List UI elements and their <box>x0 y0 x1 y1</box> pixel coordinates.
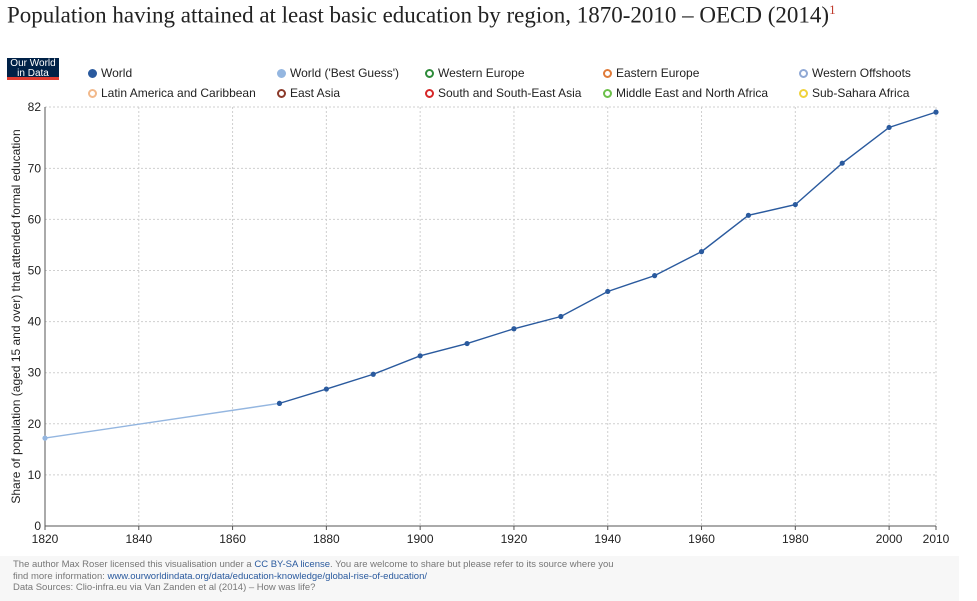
legend-label: East Asia <box>290 86 341 100</box>
data-point <box>792 201 798 208</box>
data-point <box>745 212 752 218</box>
owid-logo[interactable]: Our World in Data <box>7 58 59 80</box>
y-tick-label: 0 <box>34 519 41 533</box>
x-tick-label: 2000 <box>876 532 903 546</box>
legend-marker-icon <box>277 88 286 98</box>
footer: The author Max Roser licensed this visua… <box>0 556 959 601</box>
legend-item-middle-east-and-north-africa[interactable]: Middle East and North Africa <box>603 86 768 100</box>
legend-marker-icon <box>799 88 808 98</box>
legend-item-sub-sahara-africa[interactable]: Sub-Sahara Africa <box>799 86 909 100</box>
legend-label: World ('Best Guess') <box>290 66 400 80</box>
data-point <box>511 326 517 332</box>
license-link[interactable]: CC BY-SA license <box>254 559 331 570</box>
legend-marker-icon <box>277 68 286 78</box>
y-tick-label: 60 <box>28 212 42 226</box>
data-point <box>839 160 845 166</box>
logo-line-2: in Data <box>17 68 49 79</box>
page-title: Population having attained at least basi… <box>7 2 836 29</box>
legend-marker-icon <box>603 88 612 98</box>
x-tick-label: 1980 <box>782 532 809 546</box>
legend-label: Eastern Europe <box>616 66 700 80</box>
series-line <box>44 402 280 439</box>
legend-marker-icon <box>88 68 97 78</box>
legend-item-south-and-south-east-asia[interactable]: South and South-East Asia <box>425 86 581 100</box>
data-point <box>652 273 658 279</box>
legend-item-eastern-europe[interactable]: Eastern Europe <box>603 66 699 80</box>
y-tick-label: 30 <box>28 366 42 380</box>
legend-label: Western Offshoots <box>812 66 911 80</box>
line-chart: 1820 1840 1860 1880 1900 1920 1940 1960 1980 2000… <box>9 100 950 546</box>
y-tick-label: 82 <box>28 100 42 114</box>
x-tick-label: 1820 <box>32 532 59 546</box>
source-text: find more information: <box>13 571 108 582</box>
source-link[interactable]: www.ourworldindata.org/data/education-kn… <box>107 571 428 582</box>
legend-item-world-best-guess[interactable]: World ('Best Guess') <box>277 66 399 80</box>
legend-label: South and South-East Asia <box>438 86 582 100</box>
data-point <box>558 313 564 320</box>
data-sources-line: Data Sources: Clio-infra.eu via Van Zand… <box>13 582 316 593</box>
data-point <box>370 371 376 377</box>
legend-marker-icon <box>425 68 434 78</box>
x-tick-label: 1920 <box>501 532 528 546</box>
data-point <box>933 109 939 115</box>
data-point <box>886 124 892 131</box>
data-point <box>276 400 283 406</box>
legend-label: Middle East and North Africa <box>616 86 769 100</box>
title-text: Population having attained at least basi… <box>7 2 830 28</box>
data-point <box>698 249 705 255</box>
data-point <box>323 386 329 392</box>
license-text-a: The author Max Roser licensed this visua… <box>13 559 255 570</box>
license-text-b: . You are welcome to share but please re… <box>330 559 614 570</box>
y-tick-label: 50 <box>28 264 42 278</box>
legend-label: Sub-Sahara Africa <box>812 86 910 100</box>
x-tick-label: 1860 <box>219 532 246 546</box>
x-tick-label: 1880 <box>313 532 340 546</box>
legend-item-east-asia[interactable]: East Asia <box>277 86 340 100</box>
y-tick-label: 40 <box>28 315 42 329</box>
legend-label: World <box>101 66 133 80</box>
x-tick-label: 1900 <box>407 532 434 546</box>
y-tick-label: 70 <box>28 161 42 175</box>
legend-item-latin-america-and-caribbean[interactable]: Latin America and Caribbean <box>88 86 256 100</box>
source-line: find more information: www.ourworldindat… <box>13 571 427 582</box>
legend-marker-icon <box>603 68 612 78</box>
x-tick-label: 1960 <box>688 532 715 546</box>
data-point <box>464 340 470 347</box>
legend-marker-icon <box>425 88 434 98</box>
y-tick-label: 20 <box>28 417 42 431</box>
legend-item-world[interactable]: World <box>88 66 132 80</box>
legend-item-western-europe[interactable]: Western Europe <box>425 66 525 80</box>
legend-marker-icon <box>799 68 808 78</box>
data-point <box>605 288 611 295</box>
y-axis-label: Share of population (aged 15 and over) t… <box>9 129 23 503</box>
legend-label: Western Europe <box>438 66 525 80</box>
x-tick-label: 1940 <box>594 532 621 546</box>
x-tick-label: 1840 <box>125 532 152 546</box>
data-point <box>42 435 48 441</box>
x-tick-label: 2010 <box>923 532 950 546</box>
logo-line-1: Our World <box>10 58 56 69</box>
legend-marker-icon <box>88 88 97 98</box>
data-point <box>417 353 423 359</box>
legend-item-western-offshoots[interactable]: Western Offshoots <box>799 66 911 80</box>
y-tick-label: 10 <box>28 468 42 482</box>
legend-label: Latin America and Caribbean <box>101 86 256 100</box>
license-line: The author Max Roser licensed this visua… <box>13 559 614 570</box>
title-footnote[interactable]: 1 <box>829 2 836 17</box>
